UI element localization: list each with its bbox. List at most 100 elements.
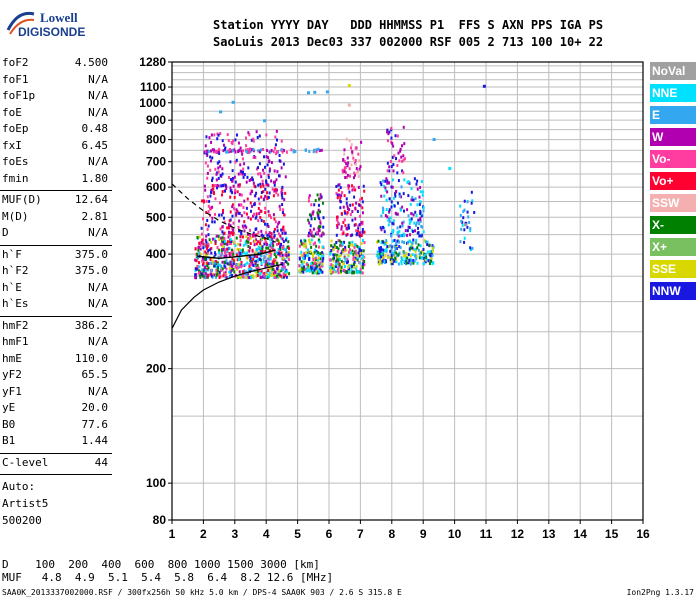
- echo-point: [221, 236, 224, 240]
- echo-point: [378, 256, 381, 260]
- echo-point: [250, 204, 253, 208]
- echo-point: [397, 179, 400, 183]
- echo-point: [272, 243, 275, 247]
- echo-point: [351, 249, 354, 253]
- echo-point: [281, 196, 284, 200]
- echo-point: [388, 220, 391, 224]
- echo-point: [238, 258, 241, 262]
- echo-point: [396, 171, 399, 175]
- echo-point: [337, 239, 340, 243]
- echo-point: [207, 268, 210, 272]
- echo-point: [346, 156, 349, 160]
- echo-point: [359, 261, 362, 265]
- echo-point: [235, 263, 238, 267]
- echo-point: [393, 238, 396, 242]
- echo-point: [257, 183, 260, 187]
- param-value: 20.0: [81, 401, 109, 414]
- echo-point: [206, 171, 209, 175]
- echo-point: [229, 186, 232, 190]
- echo-point: [402, 220, 405, 224]
- echo-point: [380, 241, 383, 245]
- echo-point: [348, 167, 351, 171]
- echo-point: [412, 259, 415, 263]
- echo-point: [300, 266, 303, 270]
- echo-point: [362, 254, 365, 258]
- echo-point: [276, 229, 279, 233]
- echo-point: [210, 246, 213, 250]
- echo-point: [351, 188, 354, 192]
- echo-point: [263, 222, 266, 226]
- echo-point: [220, 264, 223, 268]
- echo-point: [392, 258, 395, 262]
- param-hes: h`Es N/A: [2, 297, 108, 313]
- echo-point: [202, 246, 205, 250]
- echo-point: [418, 252, 421, 256]
- echo-point: [245, 136, 248, 140]
- echo-point: [219, 174, 222, 178]
- y-tick-label: 400: [146, 247, 166, 261]
- echo-point: [335, 245, 338, 249]
- echo-point: [284, 259, 287, 263]
- lowell-digisonde-logo: Lowell DIGISONDE: [6, 8, 106, 42]
- echo-point: [224, 251, 227, 255]
- echo-point: [463, 236, 466, 240]
- echo-point: [254, 194, 257, 198]
- echo-point: [219, 110, 223, 114]
- echo-point: [411, 246, 414, 250]
- echo-point: [358, 223, 361, 227]
- echo-point: [319, 261, 322, 265]
- echo-point: [258, 269, 261, 273]
- echo-point: [220, 193, 223, 197]
- echo-point: [221, 260, 224, 264]
- echo-point: [312, 266, 315, 270]
- echo-point: [281, 187, 284, 191]
- echo-point: [231, 100, 235, 104]
- echo-point: [229, 272, 232, 276]
- echo-point: [231, 253, 234, 257]
- auto-artist: Artist5: [2, 497, 49, 510]
- panel-separator: [0, 474, 112, 475]
- echo-point: [422, 206, 425, 210]
- echo-point: [311, 264, 314, 268]
- echo-point: [231, 176, 234, 180]
- echo-point: [273, 253, 276, 257]
- echo-point: [240, 170, 243, 174]
- echo-point: [290, 148, 293, 152]
- echo-point: [355, 229, 358, 233]
- echo-point: [466, 210, 469, 214]
- echo-point: [205, 251, 208, 255]
- echo-point: [401, 224, 404, 228]
- echo-point: [222, 184, 225, 188]
- echo-point: [379, 181, 382, 185]
- echo-point: [313, 203, 316, 207]
- param-value: 4.500: [74, 56, 108, 69]
- echo-point: [274, 270, 277, 274]
- echo-point: [278, 174, 281, 178]
- echo-point: [245, 206, 248, 210]
- echo-point: [255, 238, 258, 242]
- echo-point: [271, 241, 274, 245]
- echo-point: [221, 267, 224, 271]
- echo-point: [308, 257, 311, 261]
- echo-point: [361, 238, 364, 242]
- echo-point: [469, 246, 472, 250]
- echo-point: [265, 246, 268, 250]
- echo-point: [320, 254, 323, 258]
- echo-point: [241, 157, 244, 161]
- echo-point: [406, 256, 409, 260]
- echo-point: [390, 165, 393, 169]
- panel-separator: [0, 244, 112, 246]
- echo-point: [223, 236, 226, 240]
- param-name: hmF1: [2, 335, 29, 348]
- echo-point: [253, 243, 256, 247]
- echo-point: [358, 167, 361, 171]
- echo-point: [331, 266, 334, 270]
- echo-point: [218, 270, 221, 274]
- echo-point: [335, 240, 338, 244]
- echo-point: [428, 258, 431, 262]
- echo-point: [228, 147, 231, 151]
- echo-point: [257, 240, 260, 244]
- echo-point: [244, 252, 247, 256]
- echo-point: [405, 261, 408, 265]
- y-tick-label: 600: [146, 180, 166, 194]
